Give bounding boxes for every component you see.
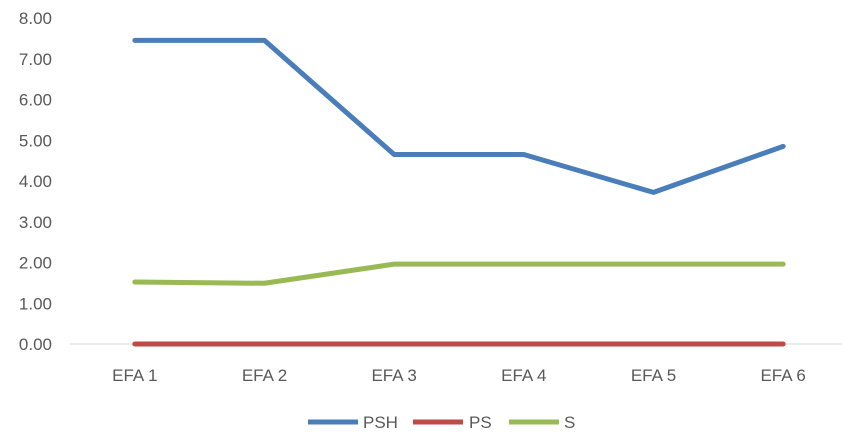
- x-tick-label: EFA 2: [242, 366, 287, 385]
- y-tick-label: 1.00: [19, 294, 52, 313]
- series-layer: [132, 37, 786, 347]
- y-axis: 0.00 1.00 2.00 3.00 4.00 5.00 6.00 7.00 8.00: [19, 9, 52, 354]
- y-tick-label: 2.00: [19, 254, 52, 273]
- y-tick-label: 6.00: [19, 91, 52, 110]
- x-tick-label: EFA 3: [371, 366, 416, 385]
- x-axis: EFA 1 EFA 2 EFA 3 EFA 4 EFA 5 EFA 6: [70, 343, 842, 385]
- legend-label-ps: PS: [469, 413, 492, 432]
- x-tick-label: EFA 5: [631, 366, 676, 385]
- y-tick-label: 7.00: [19, 50, 52, 69]
- y-tick-label: 4.00: [19, 172, 52, 191]
- y-tick-label: 0.00: [19, 335, 52, 354]
- legend: PSH PS S: [308, 413, 575, 432]
- y-tick-label: 8.00: [19, 9, 52, 28]
- series-line-psh: [132, 37, 786, 195]
- x-tick-label: EFA 1: [112, 366, 157, 385]
- legend-label-psh: PSH: [363, 413, 398, 432]
- x-tick-label: EFA 4: [501, 366, 546, 385]
- y-tick-label: 5.00: [19, 131, 52, 150]
- series-line-s: [132, 261, 786, 286]
- x-tick-label: EFA 6: [760, 366, 805, 385]
- y-tick-label: 3.00: [19, 213, 52, 232]
- legend-label-s: S: [564, 413, 575, 432]
